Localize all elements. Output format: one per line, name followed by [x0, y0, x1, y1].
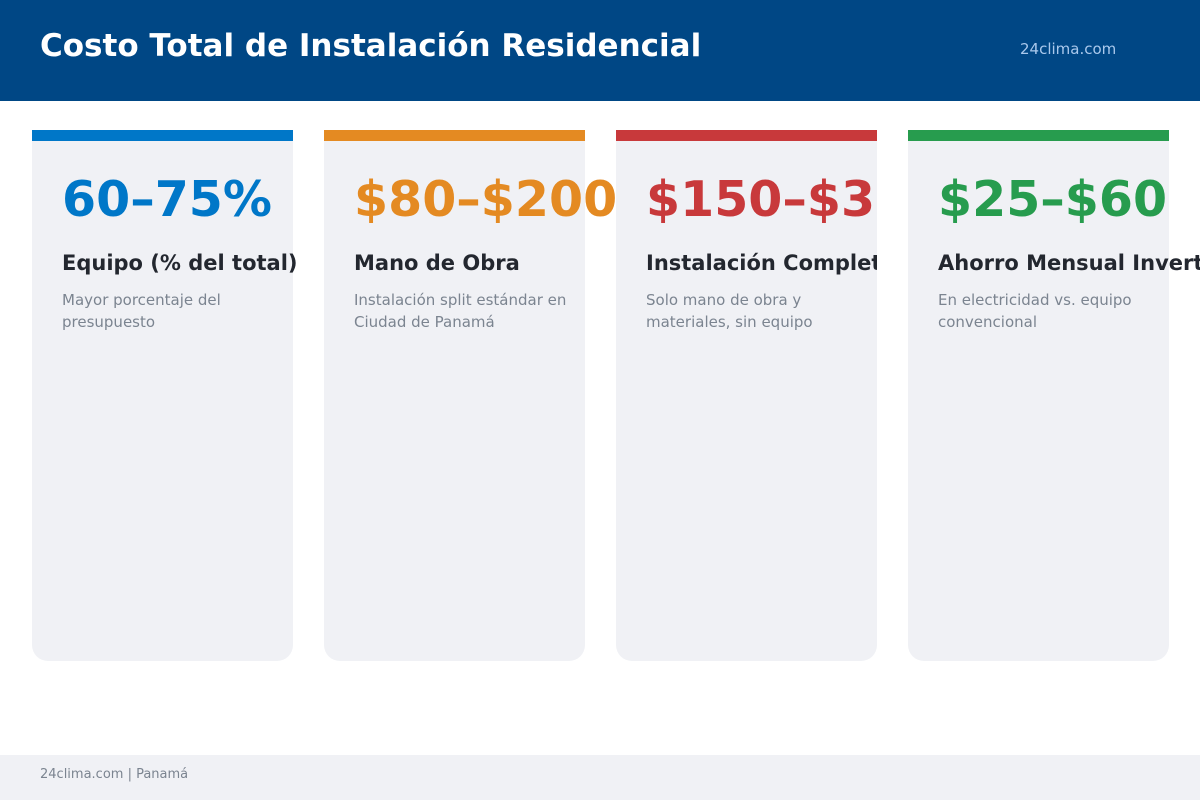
header-bar: Costo Total de Instalación Residencial 2…	[0, 0, 1200, 101]
page-title: Costo Total de Instalación Residencial	[40, 28, 702, 64]
card-description: Solo mano de obra y materiales, sin equi…	[646, 291, 813, 331]
card-value: $80–$200	[354, 171, 618, 228]
stat-card-equipo: 60–75% Equipo (% del total) Mayor porcen…	[32, 130, 298, 661]
card-accent-bar	[616, 130, 877, 141]
stat-card-ahorro-inverter: $25–$60 Ahorro Mensual Inverter En elect…	[908, 130, 1200, 661]
stat-card-instalacion-completa: $150–$350 Instalación Completa Solo mano…	[616, 130, 877, 661]
card-value: 60–75%	[62, 171, 272, 228]
card-description: Mayor porcentaje del presupuesto	[62, 291, 221, 331]
card-label: Equipo (% del total)	[62, 251, 298, 275]
card-label: Mano de Obra	[354, 251, 520, 275]
card-description: En electricidad vs. equipo convencional	[938, 291, 1132, 331]
card-accent-bar	[32, 130, 293, 141]
footer-text: 24clima.com | Panamá	[40, 767, 189, 782]
card-label: Ahorro Mensual Inverter	[938, 251, 1200, 275]
card-accent-bar	[324, 130, 585, 141]
card-label: Instalación Completa	[646, 251, 877, 275]
stat-card-mano-de-obra: $80–$200 Mano de Obra Instalación split …	[324, 130, 617, 661]
footer-bar: 24clima.com | Panamá	[0, 755, 1200, 800]
card-value: $150–$350	[646, 171, 877, 228]
card-description: Instalación split estándar en Ciudad de …	[354, 291, 567, 331]
brand-link[interactable]: 24clima.com	[1020, 40, 1117, 58]
card-value: $25–$60	[938, 171, 1168, 228]
card-accent-bar	[908, 130, 1169, 141]
